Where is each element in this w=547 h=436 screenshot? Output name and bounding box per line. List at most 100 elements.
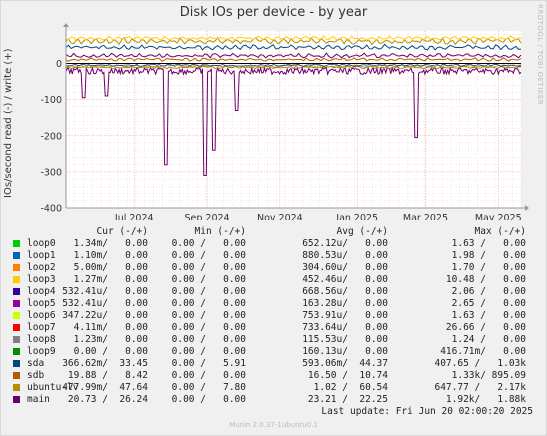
legend-min: 0.00 / 0.00 bbox=[171, 370, 246, 381]
series-line bbox=[65, 36, 522, 46]
legend-min: 0.00 / 0.00 bbox=[171, 262, 246, 273]
series-line bbox=[65, 35, 522, 42]
legend-swatch bbox=[13, 336, 20, 343]
legend-min: 0.00 / 0.00 bbox=[171, 298, 246, 309]
series-line bbox=[65, 57, 522, 62]
legend-avg: 880.53u/ 0.00 bbox=[302, 250, 388, 261]
legend-row: loop8 1.23m/ 0.00 0.00 / 0.00 115.53u/ 0.00… bbox=[10, 334, 540, 346]
legend-header-max: Max (-/+) bbox=[474, 226, 526, 237]
legend-swatch bbox=[13, 324, 20, 331]
x-tick-label: Mar 2025 bbox=[403, 213, 448, 220]
legend-row: loop2 5.00m/ 0.00 0.00 / 0.00 304.60u/ 0.00… bbox=[10, 262, 540, 274]
series-line bbox=[65, 52, 522, 59]
legend-header: Cur (-/+) Min (-/+) Avg (-/+) Max (-/+) bbox=[10, 226, 540, 238]
series-line-read bbox=[65, 65, 522, 176]
legend-name: loop6 bbox=[27, 310, 56, 321]
legend-row: loop3 1.27m/ 0.00 0.00 / 0.00 452.46u/ 0.00… bbox=[10, 274, 540, 286]
legend-cur: 1.27m/ 0.00 bbox=[73, 274, 148, 285]
y-tick-label: -400 bbox=[40, 204, 62, 215]
legend-header-min: Min (-/+) bbox=[194, 226, 246, 237]
legend-avg: 593.06m/ 44.37 bbox=[302, 358, 388, 369]
legend-row: sdb 19.88 / 8.42 0.00 / 0.00 16.50 / 10.74 1… bbox=[10, 370, 540, 382]
legend-name: loop7 bbox=[27, 322, 56, 333]
legend-cur: 366.62m/ 33.45 bbox=[62, 358, 148, 369]
y-tick-label: -300 bbox=[40, 167, 62, 178]
legend-max: 416.71m/ 0.00 bbox=[440, 346, 526, 357]
legend-max: 1.24 / 0.00 bbox=[451, 334, 526, 345]
legend-swatch bbox=[13, 312, 20, 319]
legend-cur: 1.10m/ 0.00 bbox=[73, 250, 148, 261]
legend-swatch bbox=[13, 300, 20, 307]
legend-min: 0.00 / 0.00 bbox=[171, 274, 246, 285]
legend-cur: 477.99m/ 47.64 bbox=[62, 382, 148, 393]
legend-max: 407.65 / 1.03k bbox=[434, 358, 526, 369]
legend-avg: 163.28u/ 0.00 bbox=[302, 298, 388, 309]
legend-min: 0.00 / 5.91 bbox=[171, 358, 246, 369]
y-tick-label: -200 bbox=[40, 131, 62, 142]
legend-max: 2.06 / 0.00 bbox=[451, 286, 526, 297]
legend-name: loop4 bbox=[27, 286, 56, 297]
legend-swatch bbox=[13, 252, 20, 259]
legend-avg: 1.02 / 60.54 bbox=[313, 382, 388, 393]
legend-swatch bbox=[13, 240, 20, 247]
x-tick-label: Sep 2024 bbox=[184, 213, 229, 220]
legend-avg: 16.50 / 10.74 bbox=[307, 370, 388, 381]
legend-name: sda bbox=[27, 358, 45, 369]
legend-header-avg: Avg (-/+) bbox=[336, 226, 388, 237]
legend-row: loop5 532.41u/ 0.00 0.00 / 0.00 163.28u/ 0.… bbox=[10, 298, 540, 310]
legend-avg: 753.91u/ 0.00 bbox=[302, 310, 388, 321]
x-tick-label: Jan 2025 bbox=[335, 213, 378, 220]
legend-avg: 652.12u/ 0.00 bbox=[302, 238, 388, 249]
y-axis-arrow bbox=[63, 23, 69, 27]
legend-min: 0.00 / 0.00 bbox=[171, 334, 246, 345]
legend-cur: 4.11m/ 0.00 bbox=[73, 322, 148, 333]
last-update: Last update: Fri Jun 20 02:00:20 2025 bbox=[321, 406, 533, 417]
legend-cur: 532.41u/ 0.00 bbox=[62, 298, 148, 309]
legend-max: 1.63 / 0.00 bbox=[451, 310, 526, 321]
legend-name: loop2 bbox=[27, 262, 56, 273]
legend-max: 1.70 / 0.00 bbox=[451, 262, 526, 273]
munin-version: Munin 2.0.37-1ubuntu0.1 bbox=[229, 421, 318, 429]
legend-name: loop8 bbox=[27, 334, 56, 345]
legend-cur: 20.73 / 26.24 bbox=[67, 394, 148, 405]
x-axis-arrow bbox=[525, 205, 529, 211]
legend-row: loop7 4.11m/ 0.00 0.00 / 0.00 733.64u/ 0.00… bbox=[10, 322, 540, 334]
legend-name: sdb bbox=[27, 370, 45, 381]
legend-avg: 452.46u/ 0.00 bbox=[302, 274, 388, 285]
legend-cur: 0.00 / 0.00 bbox=[73, 346, 148, 357]
y-tick-label: -100 bbox=[40, 95, 62, 106]
legend-name: main bbox=[27, 394, 50, 405]
legend-name: loop1 bbox=[27, 250, 56, 261]
series-line bbox=[65, 43, 522, 51]
legend-avg: 160.13u/ 0.00 bbox=[302, 346, 388, 357]
legend-min: 0.00 / 0.00 bbox=[171, 322, 246, 333]
x-tick-label: Nov 2024 bbox=[257, 213, 303, 220]
legend-cur: 1.34m/ 0.00 bbox=[73, 238, 148, 249]
legend-row: loop6 347.22u/ 0.00 0.00 / 0.00 753.91u/ 0.… bbox=[10, 310, 540, 322]
legend-min: 0.00 / 0.00 bbox=[171, 238, 246, 249]
legend-avg: 23.21 / 22.25 bbox=[307, 394, 388, 405]
legend-row: loop0 1.34m/ 0.00 0.00 / 0.00 652.12u/ 0.00… bbox=[10, 238, 540, 250]
legend-cur: 532.41u/ 0.00 bbox=[62, 286, 148, 297]
y-tick-label: 0 bbox=[56, 59, 62, 70]
legend-max: 647.77 / 2.17k bbox=[434, 382, 526, 393]
legend-max: 1.92k/ 1.88k bbox=[445, 394, 526, 405]
legend-row: loop9 0.00 / 0.00 0.00 / 0.00 160.13u/ 0.00… bbox=[10, 346, 540, 358]
legend-min: 0.00 / 0.00 bbox=[171, 250, 246, 261]
legend-swatch bbox=[13, 288, 20, 295]
legend-avg: 733.64u/ 0.00 bbox=[302, 322, 388, 333]
series-line-read bbox=[65, 63, 522, 67]
legend-cur: 19.88 / 8.42 bbox=[67, 370, 148, 381]
legend-min: 0.00 / 0.00 bbox=[171, 346, 246, 357]
legend-swatch bbox=[13, 264, 20, 271]
series-line-read bbox=[65, 65, 522, 70]
legend-avg: 304.60u/ 0.00 bbox=[302, 262, 388, 273]
chart-title: Disk IOs per device - by year bbox=[179, 5, 368, 20]
legend-max: 2.65 / 0.00 bbox=[451, 298, 526, 309]
legend-swatch bbox=[13, 396, 20, 403]
legend-max: 1.98 / 0.00 bbox=[451, 250, 526, 261]
legend-name: ubuntu-lv bbox=[27, 382, 79, 393]
legend-max: 10.48 / 0.00 bbox=[445, 274, 526, 285]
legend-row: loop4 532.41u/ 0.00 0.00 / 0.00 668.56u/ 0.… bbox=[10, 286, 540, 298]
legend-avg: 115.53u/ 0.00 bbox=[302, 334, 388, 345]
